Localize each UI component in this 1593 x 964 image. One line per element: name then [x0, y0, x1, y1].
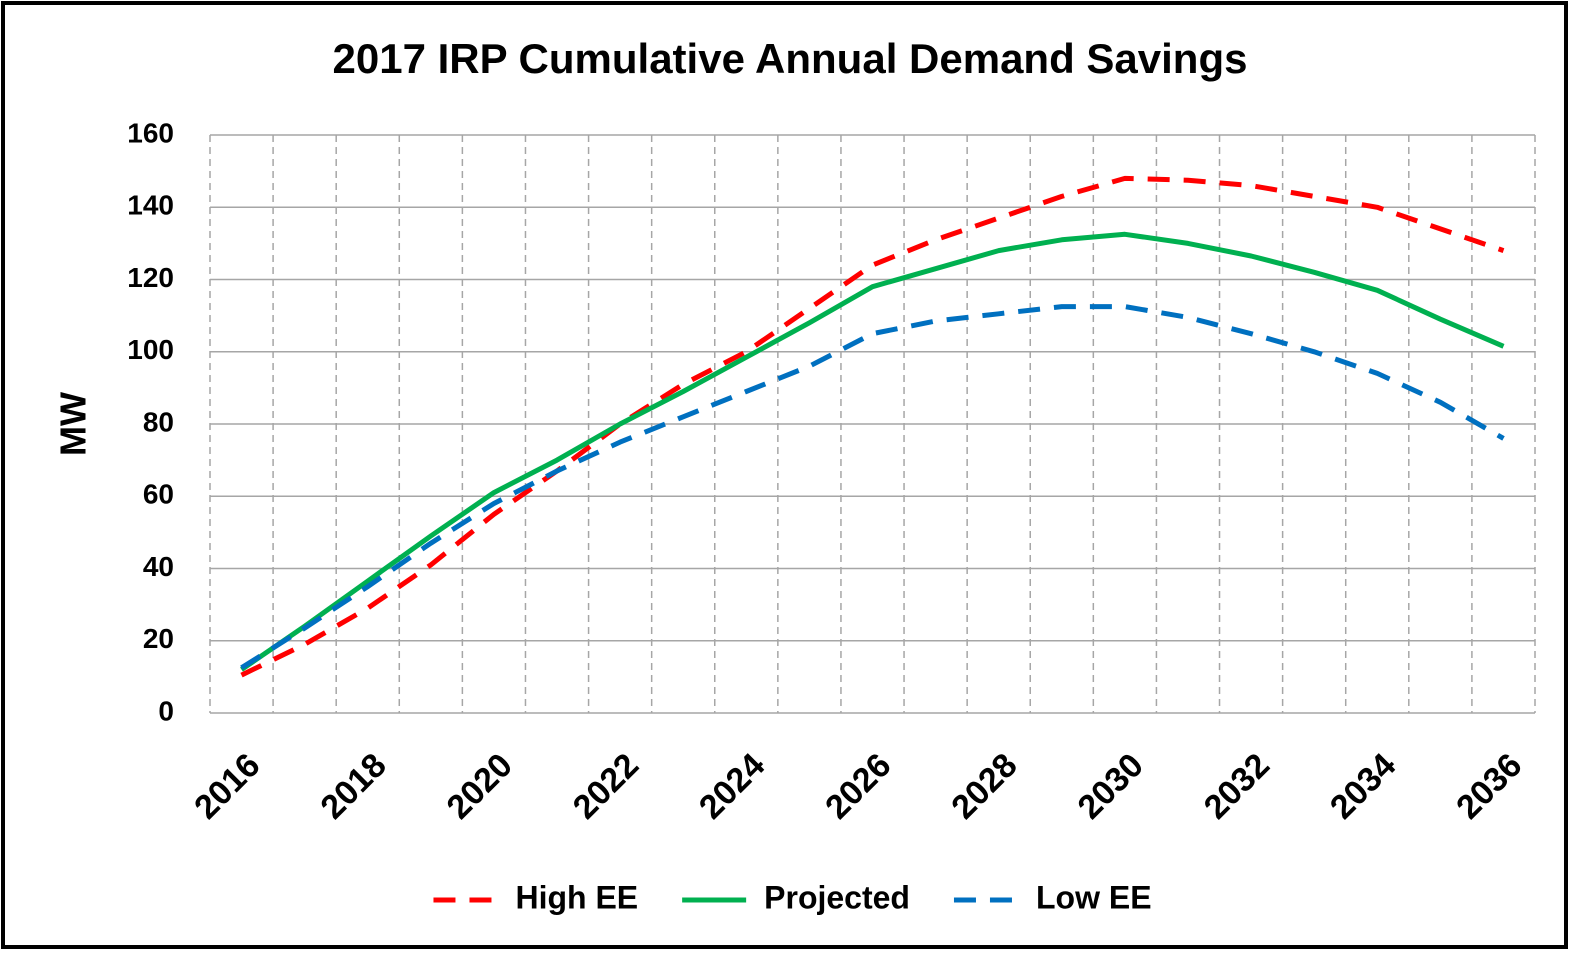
- y-tick-label: 100: [127, 334, 174, 365]
- y-tick-label: 60: [143, 479, 174, 510]
- y-tick-label: 20: [143, 623, 174, 654]
- y-tick-label: 0: [158, 695, 174, 726]
- legend-label: Projected: [764, 879, 910, 915]
- legend-label: High EE: [515, 879, 638, 915]
- y-tick-label: 140: [127, 190, 174, 221]
- series-line: [240, 231, 1505, 672]
- y-tick-label: 40: [143, 551, 174, 582]
- y-tick-label: 160: [127, 117, 174, 148]
- chart-border: [1, 1, 1568, 949]
- y-tick-label: 120: [127, 262, 174, 293]
- series-line: [240, 175, 1505, 678]
- legend: High EE Projected Low EE: [433, 879, 1152, 915]
- legend-label: Low EE: [1036, 879, 1152, 915]
- y-axis-label: MW: [53, 392, 94, 456]
- chart-title: 2017 IRP Cumulative Annual Demand Saving…: [333, 35, 1248, 82]
- y-tick-label: 80: [143, 406, 174, 437]
